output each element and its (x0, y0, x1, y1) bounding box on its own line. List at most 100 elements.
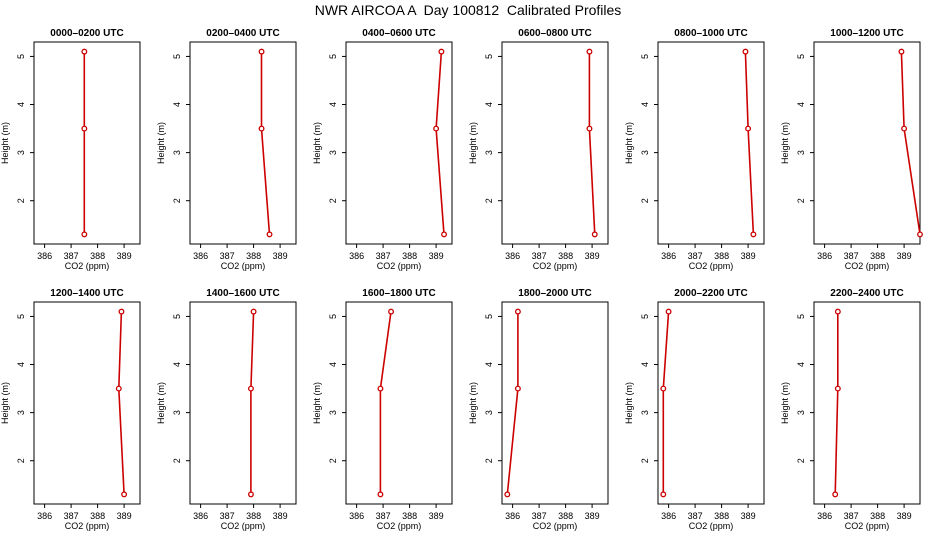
y-tick-label: 3 (172, 410, 182, 415)
x-tick-label: 386 (37, 251, 52, 261)
plot-frame (345, 41, 453, 245)
x-tick-label: 388 (402, 251, 417, 261)
x-tick-label: 386 (505, 251, 520, 261)
chart-panel-9: 1600–1800 UTC 386 387 388 389 CO2 (ppm) 2 3 4 5 He… (312, 288, 453, 531)
chart-panel-8: 1400–1600 UTC 386 387 388 389 CO2 (ppm) 2 3 4 5 He… (156, 288, 297, 531)
y-axis-label: Height (m) (780, 382, 790, 424)
y-axis-label: Height (m) (312, 122, 322, 164)
y-tick-label: 4 (172, 362, 182, 367)
data-point (660, 385, 667, 392)
y-tick-label: 5 (172, 314, 182, 319)
data-point (81, 125, 88, 132)
panel-title: 1000–1200 UTC (830, 28, 903, 39)
plot-frame (345, 301, 453, 505)
y-tick-label: 3 (796, 410, 806, 415)
data-point (81, 48, 88, 55)
main-title: NWR AIRCOA A Day 100812 Calibrated Profi… (314, 2, 622, 18)
y-tick-label: 4 (796, 102, 806, 107)
x-tick-label: 387 (220, 251, 235, 261)
chart-panel-11: 2000–2200 UTC 386 387 388 389 CO2 (ppm) 2 3 4 5 He… (624, 288, 765, 531)
y-tick-label: 5 (640, 54, 650, 59)
data-point (250, 308, 257, 315)
panel-title: 0000–0200 UTC (50, 28, 123, 39)
y-tick-label: 5 (796, 314, 806, 319)
y-tick-label: 5 (328, 54, 338, 59)
profile-line (250, 311, 255, 495)
x-axis-label: CO2 (ppm) (377, 261, 422, 271)
y-axis-label: Height (m) (312, 382, 322, 424)
y-tick-label: 4 (484, 362, 494, 367)
chart-panel-7: 1200–1400 UTC 386 387 388 389 CO2 (ppm) 2 3 4 5 He… (0, 288, 141, 531)
x-tick-label: 389 (741, 251, 756, 261)
y-tick-label: 4 (172, 102, 182, 107)
y-axis-label: Height (m) (156, 382, 166, 424)
plot-frame (33, 41, 141, 245)
y-axis-label: Height (m) (624, 382, 634, 424)
x-tick-label: 387 (844, 511, 859, 521)
x-tick-label: 389 (429, 511, 444, 521)
data-point (247, 491, 254, 498)
y-tick-label: 5 (796, 54, 806, 59)
y-tick-label: 3 (640, 410, 650, 415)
data-point (745, 125, 752, 132)
panel-title: 2200–2400 UTC (830, 288, 903, 299)
data-point (917, 231, 923, 238)
data-point (750, 231, 757, 238)
data-point (118, 308, 125, 315)
y-axis-label: Height (m) (0, 122, 10, 164)
plot-frame (501, 301, 609, 505)
data-point (433, 125, 440, 132)
y-axis-label: Height (m) (468, 122, 478, 164)
y-tick-label: 4 (484, 102, 494, 107)
x-tick-label: 388 (714, 511, 729, 521)
x-tick-label: 389 (273, 511, 288, 521)
data-point (901, 125, 908, 132)
x-tick-label: 386 (349, 251, 364, 261)
y-tick-label: 2 (640, 458, 650, 463)
x-tick-label: 387 (376, 511, 391, 521)
data-point (266, 231, 273, 238)
chart-panel-4: 0600–0800 UTC 386 387 388 389 CO2 (ppm) 2 3 4 5 He… (468, 28, 609, 271)
data-point (258, 48, 265, 55)
panel-title: 0400–0600 UTC (362, 28, 435, 39)
y-tick-label: 2 (484, 458, 494, 463)
plot-frame (33, 301, 141, 505)
x-tick-label: 389 (897, 251, 912, 261)
profile-line (900, 51, 921, 235)
x-tick-label: 387 (64, 511, 79, 521)
profile-line (117, 311, 125, 495)
data-point (441, 231, 447, 238)
x-tick-label: 387 (688, 251, 703, 261)
profile-line (506, 311, 519, 495)
y-tick-label: 3 (484, 150, 494, 155)
data-point (834, 385, 841, 392)
x-tick-label: 388 (870, 511, 885, 521)
y-tick-label: 3 (640, 150, 650, 155)
y-tick-label: 2 (796, 198, 806, 203)
panel-title: 0800–1000 UTC (674, 28, 747, 39)
y-tick-label: 3 (16, 150, 26, 155)
chart-panel-2: 0200–0400 UTC 386 387 388 389 CO2 (ppm) 2 3 4 5 He… (156, 28, 297, 271)
y-tick-label: 5 (172, 54, 182, 59)
data-point (258, 125, 265, 132)
x-axis-label: CO2 (ppm) (845, 261, 890, 271)
x-tick-label: 387 (220, 511, 235, 521)
data-point (514, 308, 521, 315)
x-tick-label: 386 (37, 511, 52, 521)
x-tick-label: 388 (558, 251, 573, 261)
profile-line (744, 51, 755, 235)
y-tick-label: 3 (172, 150, 182, 155)
data-point (660, 491, 667, 498)
x-tick-label: 387 (64, 251, 79, 261)
data-point (834, 308, 841, 315)
x-tick-label: 388 (714, 251, 729, 261)
y-tick-label: 4 (16, 362, 26, 367)
chart-panel-10: 1800–2000 UTC 386 387 388 389 CO2 (ppm) 2 3 4 5 He… (468, 288, 609, 531)
data-point (115, 385, 122, 392)
x-tick-label: 389 (585, 511, 600, 521)
y-axis-label: Height (m) (468, 382, 478, 424)
y-tick-label: 3 (16, 410, 26, 415)
x-axis-label: CO2 (ppm) (533, 261, 578, 271)
y-tick-label: 2 (484, 198, 494, 203)
x-tick-label: 387 (844, 251, 859, 261)
